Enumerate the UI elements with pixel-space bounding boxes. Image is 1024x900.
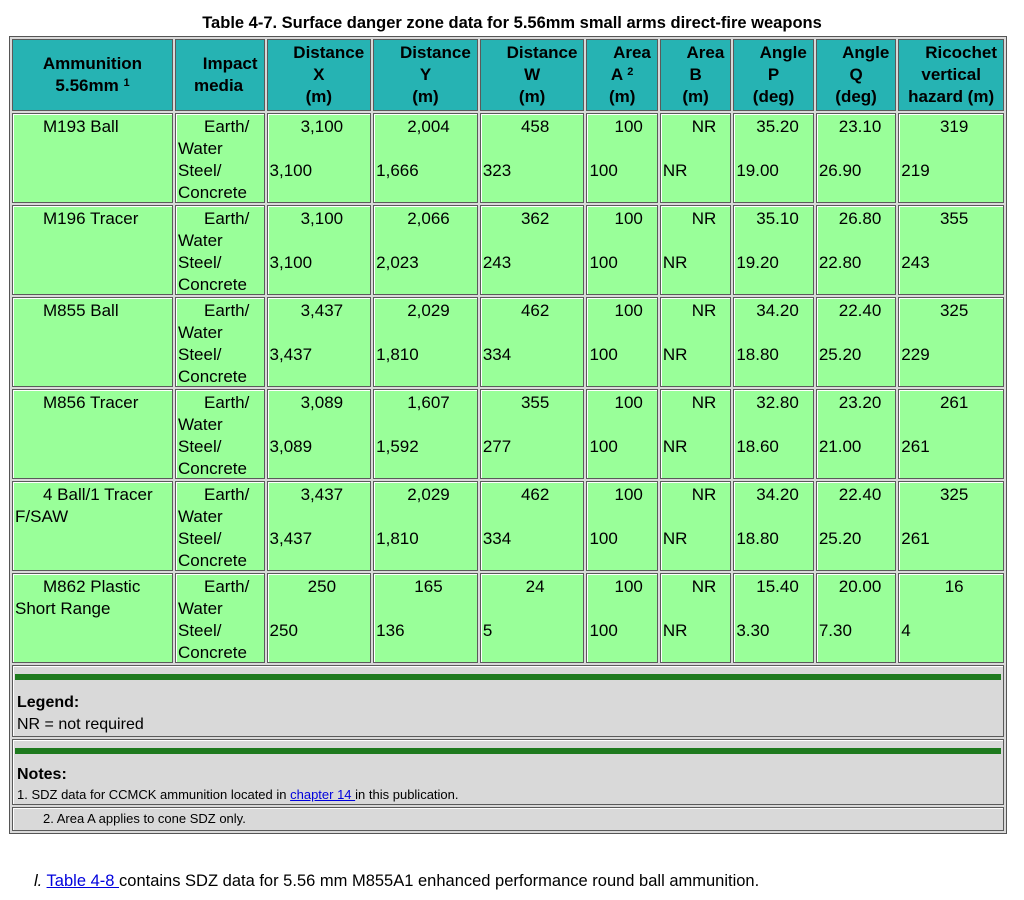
ammunition-cell: M196 Tracer	[12, 205, 173, 295]
header-distance-w: Distance W (m)	[479, 39, 585, 111]
table-row: M862 Plastic Short Range Earth/Water Steel…	[12, 573, 1004, 663]
area-a-cell: 100 100	[586, 573, 658, 663]
impact-media-cell: Earth/Water Steel/Concrete	[174, 297, 265, 387]
footer-paragraph: l. Table 4-8 contains SDZ data for 5.56 …	[34, 872, 759, 891]
ricochet-cell: 325 229	[898, 297, 1004, 387]
area-b-cell: NR NR	[659, 297, 732, 387]
table-row: M856 Tracer Earth/Water Steel/Concrete 3,…	[12, 389, 1004, 479]
notes-cell: Notes: 1. SDZ data for CCMCK ammunition …	[12, 739, 1004, 805]
header-distance-y: Distance Y (m)	[373, 39, 478, 111]
angle-p-cell: 34.20 18.80	[733, 297, 814, 387]
area-b-cell: NR NR	[659, 481, 732, 571]
ammunition-cell: M862 Plastic Short Range	[12, 573, 173, 663]
header-row: Ammunition 5.56mm 1 Impact media Distanc…	[12, 39, 1004, 111]
ricochet-cell: 325 261	[898, 481, 1004, 571]
ammunition-cell: M193 Ball	[12, 113, 173, 203]
angle-q-cell: 23.20 21.00	[815, 389, 897, 479]
angle-p-cell: 35.20 19.00	[733, 113, 814, 203]
notes-row: Notes: 1. SDZ data for CCMCK ammunition …	[12, 739, 1004, 805]
table-4-8-link[interactable]: Table 4-8	[46, 872, 120, 890]
note2-row: 2. Area A applies to cone SDZ only.	[12, 807, 1004, 831]
header-impact-media: Impact media	[174, 39, 265, 111]
header-angle-p: Angle P (deg)	[733, 39, 814, 111]
impact-media-cell: Earth/Water Steel/Concrete	[174, 481, 265, 571]
ricochet-cell: 355 243	[898, 205, 1004, 295]
chapter-14-link[interactable]: chapter 14	[290, 787, 356, 802]
distance-w-cell: 458 323	[479, 113, 585, 203]
area-b-cell: NR NR	[659, 573, 732, 663]
note-2: 2. Area A applies to cone SDZ only.	[43, 811, 246, 826]
ammunition-cell: M855 Ball	[12, 297, 173, 387]
angle-p-cell: 15.40 3.30	[733, 573, 814, 663]
ammunition-cell: M856 Tracer	[12, 389, 173, 479]
distance-w-cell: 24 5	[479, 573, 585, 663]
area-b-cell: NR NR	[659, 205, 732, 295]
distance-w-cell: 462 334	[479, 297, 585, 387]
legend-row: Legend: NR = not required	[12, 665, 1004, 737]
legend-cell: Legend: NR = not required	[12, 665, 1004, 737]
header-area-b: Area B (m)	[659, 39, 732, 111]
ammunition-cell: 4 Ball/1 Tracer F/SAW	[12, 481, 173, 571]
distance-x-cell: 3,437 3,437	[266, 481, 372, 571]
area-a-cell: 100 100	[586, 113, 658, 203]
distance-x-cell: 250 250	[266, 573, 372, 663]
note-2-cell: 2. Area A applies to cone SDZ only.	[12, 807, 1004, 831]
note-1: 1. SDZ data for CCMCK ammunition located…	[17, 787, 459, 802]
impact-media-cell: Earth/Water Steel/Concrete	[174, 205, 265, 295]
footer-text: contains SDZ data for 5.56 mm M855A1 enh…	[119, 872, 760, 890]
header-area-a: Area A 2 (m)	[586, 39, 658, 111]
area-a-cell: 100 100	[586, 481, 658, 571]
distance-w-cell: 355 277	[479, 389, 585, 479]
ricochet-cell: 319 219	[898, 113, 1004, 203]
sdz-table: Ammunition 5.56mm 1 Impact media Distanc…	[9, 36, 1007, 834]
distance-x-cell: 3,100 3,100	[266, 205, 372, 295]
ricochet-cell: 16 4	[898, 573, 1004, 663]
header-angle-q: Angle Q (deg)	[815, 39, 897, 111]
angle-q-cell: 26.80 22.80	[815, 205, 897, 295]
header-ricochet: Ricochet vertical hazard (m)	[898, 39, 1004, 111]
impact-media-cell: Earth/Water Steel/Concrete	[174, 113, 265, 203]
angle-q-cell: 22.40 25.20	[815, 481, 897, 571]
angle-q-cell: 23.10 26.90	[815, 113, 897, 203]
table-row: 4 Ball/1 Tracer F/SAW Earth/Water Steel/Co…	[12, 481, 1004, 571]
angle-q-cell: 22.40 25.20	[815, 297, 897, 387]
impact-media-cell: Earth/Water Steel/Concrete	[174, 389, 265, 479]
legend-title: Legend:	[17, 694, 80, 711]
area-a-cell: 100 100	[586, 389, 658, 479]
table-row: M196 Tracer Earth/Water Steel/Concrete 3,…	[12, 205, 1004, 295]
distance-y-cell: 2,029 1,810	[373, 481, 478, 571]
footer-enum: l.	[34, 872, 43, 890]
distance-x-cell: 3,437 3,437	[266, 297, 372, 387]
legend-divider	[15, 674, 1001, 680]
table-row: M855 Ball Earth/Water Steel/Concrete 3,43…	[12, 297, 1004, 387]
notes-divider	[15, 748, 1001, 754]
distance-y-cell: 2,004 1,666	[373, 113, 478, 203]
table-caption: Table 4-7. Surface danger zone data for …	[202, 14, 822, 32]
distance-w-cell: 362 243	[479, 205, 585, 295]
table-row: M193 Ball Earth/Water Steel/Concrete 3,10…	[12, 113, 1004, 203]
angle-p-cell: 32.80 18.60	[733, 389, 814, 479]
notes-title: Notes:	[17, 766, 67, 783]
angle-p-cell: 35.10 19.20	[733, 205, 814, 295]
distance-w-cell: 462 334	[479, 481, 585, 571]
distance-y-cell: 165 136	[373, 573, 478, 663]
header-distance-x: Distance X (m)	[266, 39, 372, 111]
legend-text: NR = not required	[17, 716, 144, 733]
area-b-cell: NR NR	[659, 389, 732, 479]
distance-y-cell: 2,029 1,810	[373, 297, 478, 387]
angle-q-cell: 20.00 7.30	[815, 573, 897, 663]
distance-x-cell: 3,100 3,100	[266, 113, 372, 203]
area-b-cell: NR NR	[659, 113, 732, 203]
distance-y-cell: 1,607 1,592	[373, 389, 478, 479]
header-ammunition: Ammunition 5.56mm 1	[12, 39, 173, 111]
distance-y-cell: 2,066 2,023	[373, 205, 478, 295]
area-a-cell: 100 100	[586, 205, 658, 295]
area-a-cell: 100 100	[586, 297, 658, 387]
distance-x-cell: 3,089 3,089	[266, 389, 372, 479]
angle-p-cell: 34.20 18.80	[733, 481, 814, 571]
impact-media-cell: Earth/Water Steel/Concrete	[174, 573, 265, 663]
ricochet-cell: 261 261	[898, 389, 1004, 479]
